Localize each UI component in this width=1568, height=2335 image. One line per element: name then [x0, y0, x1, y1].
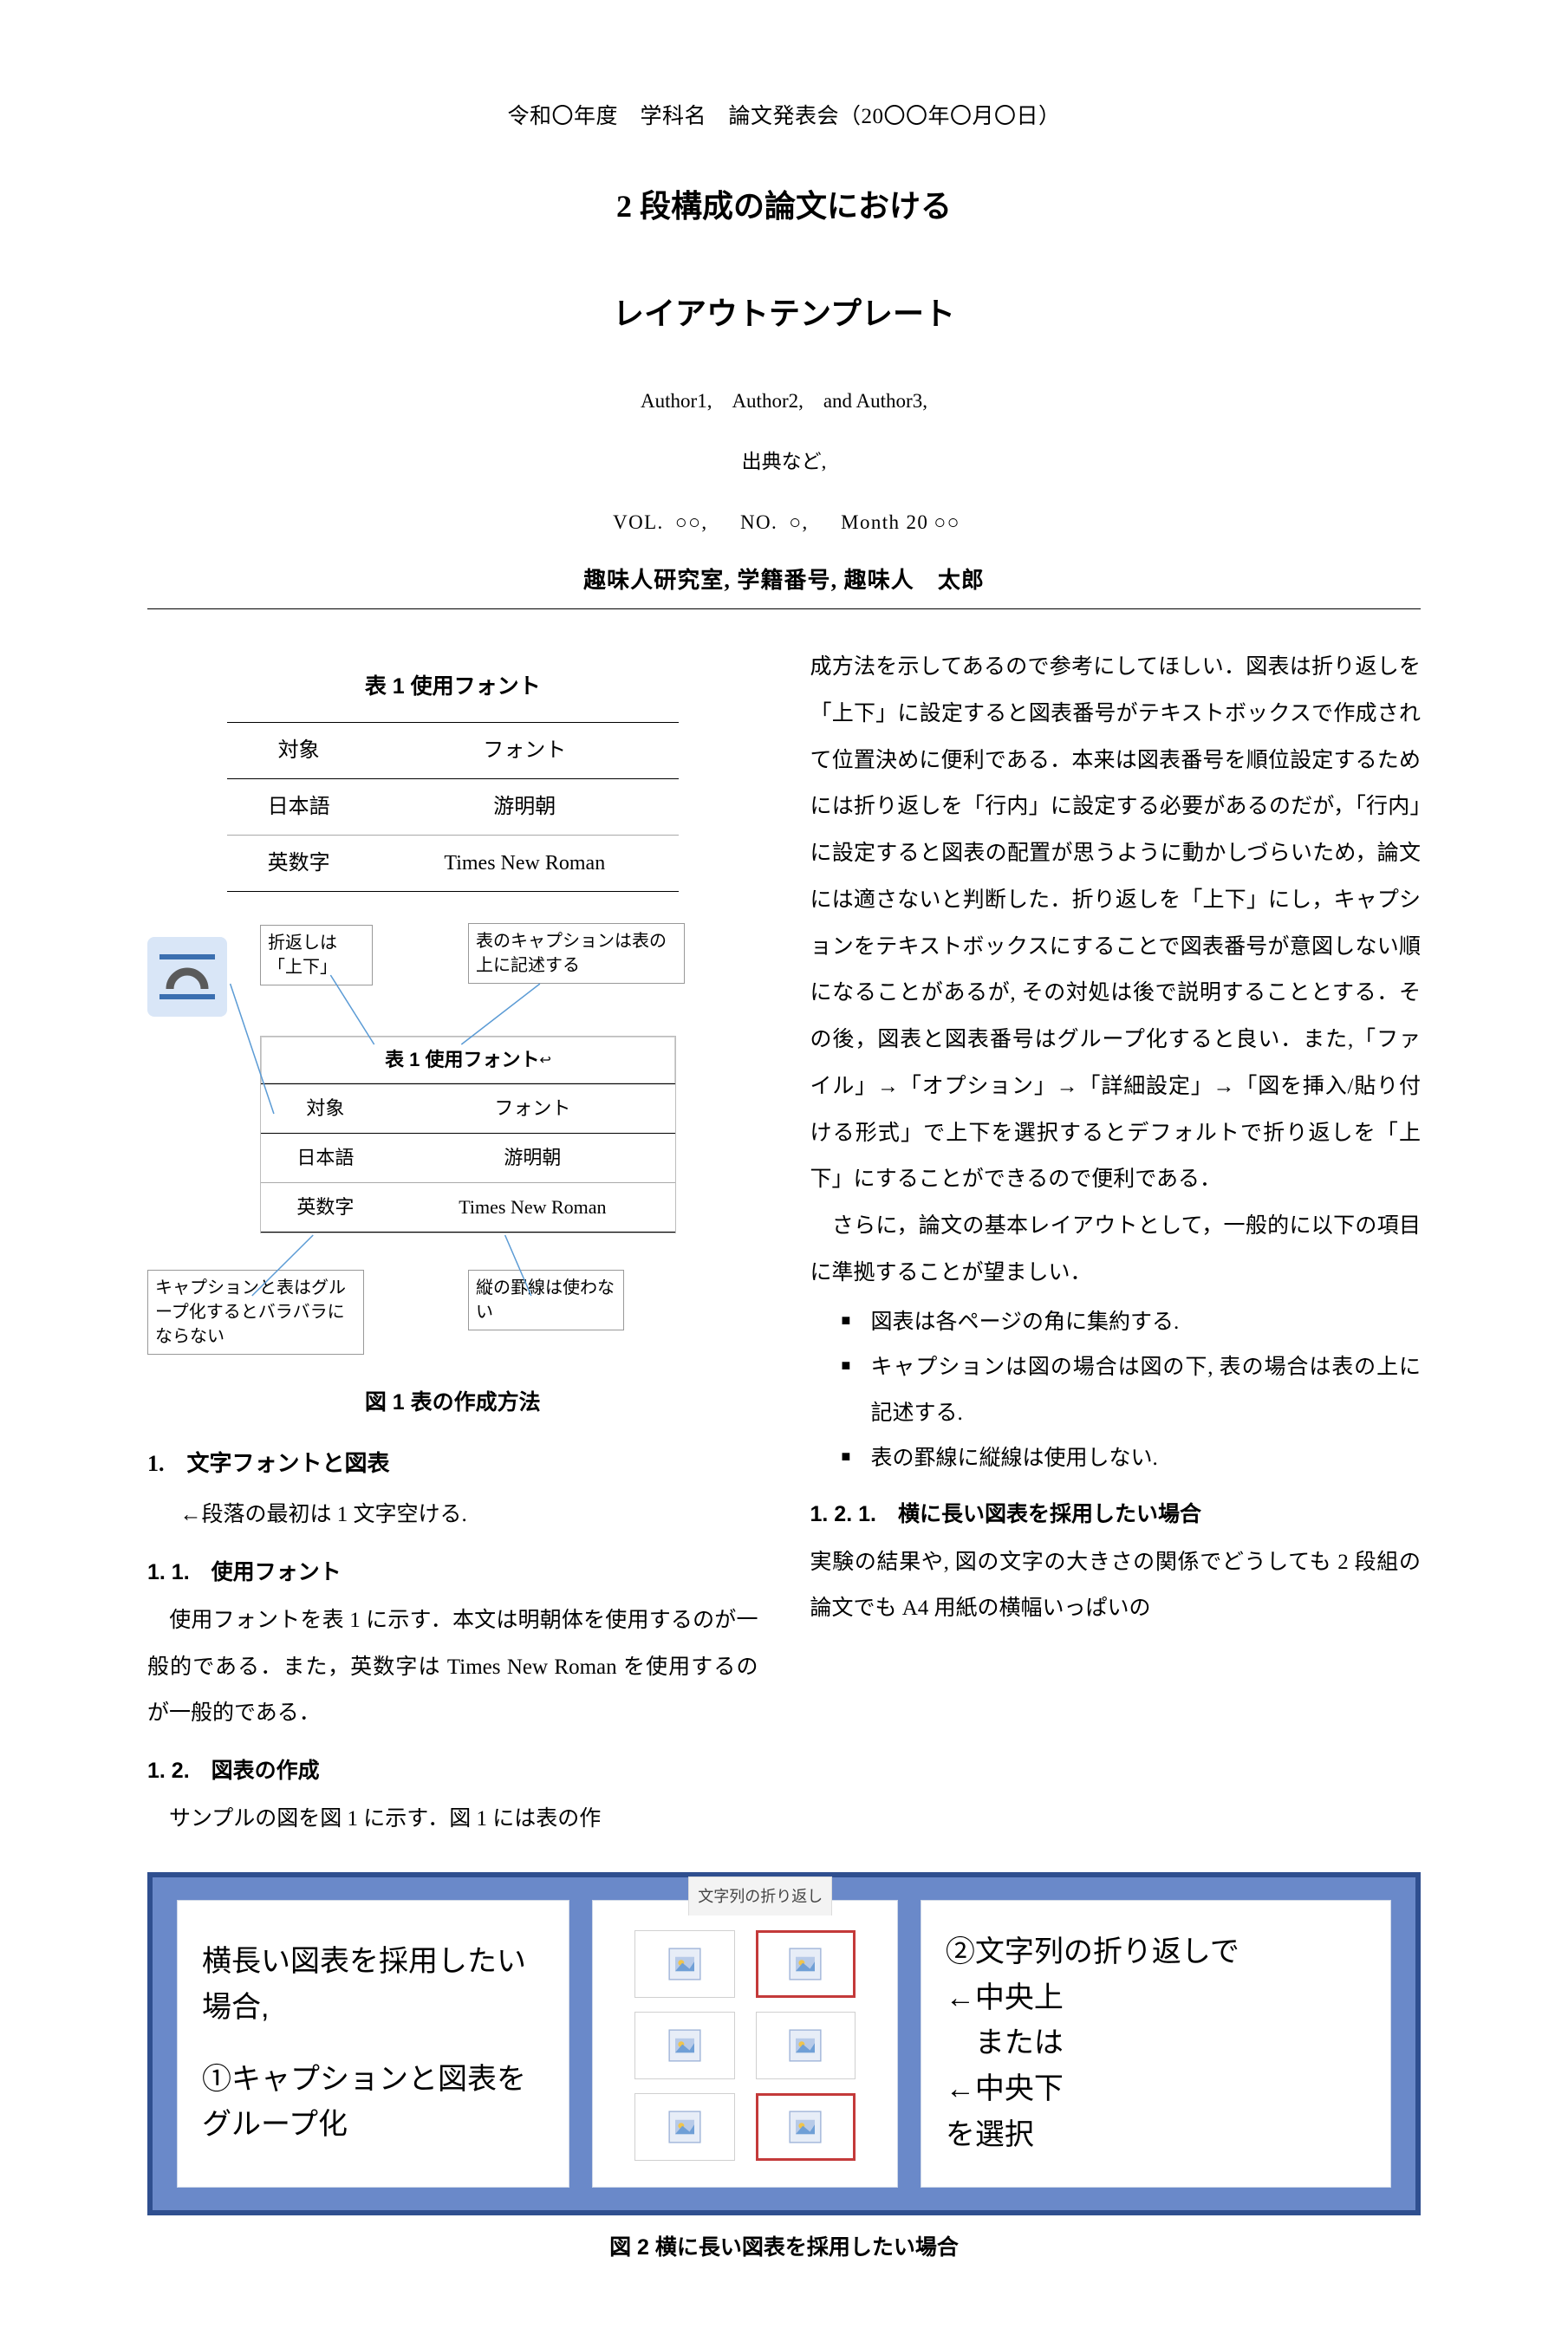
heading-1: 1. 文字フォントと図表	[147, 1441, 758, 1486]
embedded-table-box: 表 1 使用フォント↩ 対象 フォント 日本語 游明朝	[260, 1036, 676, 1233]
callout-captionpos: 表のキャプションは表の上に記述する	[468, 923, 685, 984]
bullet-list: 図表は各ページの角に集約する. キャプションは図の場合は図の下, 表の場合は表の…	[810, 1300, 1422, 1482]
figure-2-left-card: 横長い図表を採用したい場合, ①キャプションと図表をグループ化	[177, 1900, 569, 2188]
two-column-body: 表 1 使用フォント 対象 フォント 日本語 游明朝 英数字 Times Ne	[147, 644, 1421, 1843]
affiliation-line: 趣味人研究室, 学籍番号, 趣味人 太郎	[147, 558, 1421, 609]
wrap-icon	[147, 937, 227, 1017]
font-table: 対象 フォント 日本語 游明朝 英数字 Times New Roman	[227, 722, 679, 892]
wrap-popup-label: 文字列の折り返し	[688, 1876, 832, 1915]
font-table-cell: 日本語	[261, 1134, 390, 1183]
month-label: Month 20	[841, 511, 928, 533]
source-line: 出典など,	[147, 442, 1421, 482]
font-table-cell: 日本語	[227, 779, 371, 836]
callout-group: キャプションと表はグループ化するとバラバラにならない	[147, 1270, 364, 1355]
font-table-col-font: フォント	[390, 1084, 675, 1134]
wrap-icon-arc	[166, 963, 209, 991]
table-row: 日本語 游明朝	[227, 779, 679, 836]
subtitle: レイアウトテンプレート	[147, 283, 1421, 345]
figure-2: 横長い図表を採用したい場合, ①キャプションと図表をグループ化 文字列の折り返し	[147, 1872, 1421, 2269]
figure-2-left-line2: ①キャプションと図表をグループ化	[202, 2057, 544, 2148]
paragraph: 使用フォントを表 1 に示す．本文は明朝体を使用するのが一般的である．また，英数…	[147, 1597, 758, 1737]
table-row: 対象 フォント	[227, 723, 679, 779]
title: 2 段構成の論文における	[147, 175, 1421, 237]
embedded-table-caption-text: 表 1 使用フォント	[385, 1049, 539, 1070]
figure-1-caption: 図 1 表の作成方法	[147, 1381, 758, 1424]
wrap-option-5[interactable]	[634, 2093, 734, 2161]
wrap-option-6[interactable]	[756, 2093, 856, 2161]
figure-2-right-line3: または	[946, 2020, 1366, 2066]
wrap-option-2[interactable]	[756, 1930, 856, 1998]
table-row: 英数字 Times New Roman	[261, 1183, 675, 1233]
figure-2-caption: 図 2 横に長い図表を採用したい場合	[147, 2226, 1421, 2269]
font-table-col-target: 対象	[227, 723, 371, 779]
heading-1-2-1: 1. 2. 1. 横に長い図表を採用したい場合	[810, 1493, 1422, 1536]
wrap-icon-bar	[159, 954, 215, 959]
callout-wrap: 折返しは「上下」	[260, 925, 373, 985]
wrap-option-4[interactable]	[756, 2012, 856, 2079]
list-item: 図表は各ページの角に集約する.	[842, 1300, 1422, 1346]
figure-2-mid-card: 文字列の折り返し	[592, 1900, 898, 2188]
list-item: キャプションは図の場合は図の下, 表の場合は表の上に記述する.	[842, 1345, 1422, 1436]
no-value: ○	[789, 511, 802, 533]
wrap-icon-bar	[159, 994, 215, 999]
figure-2-right-line4: ←中央下	[946, 2066, 1366, 2112]
vol-no-line: VOL. ○○, NO. ○, Month 20○○	[147, 503, 1421, 543]
no-label: NO.	[740, 511, 784, 533]
paragraph: ←段落の最初は 1 文字空ける.	[147, 1492, 758, 1538]
figure-2-panel: 横長い図表を採用したい場合, ①キャプションと図表をグループ化 文字列の折り返し	[147, 1872, 1421, 2215]
font-table-cell: Times New Roman	[390, 1183, 675, 1233]
font-table-embedded: 対象 フォント 日本語 游明朝 英数字 Times New Roma	[261, 1083, 675, 1233]
font-table-cell: 游明朝	[390, 1134, 675, 1183]
font-table-col-target: 対象	[261, 1084, 390, 1134]
font-table-cell: 英数字	[227, 836, 371, 892]
figure-2-right-line2: ←中央上	[946, 1975, 1366, 2021]
paragraph: サンプルの図を図 1 に示す．図 1 には表の作	[147, 1796, 758, 1843]
figure-1: 折返しは「上下」 表のキャプションは表の上に記述する キャプションと表はグループ…	[147, 923, 758, 1374]
year-suffix: ○○	[934, 511, 960, 533]
vol-value: ○○	[675, 511, 702, 533]
font-table-col-font: フォント	[371, 723, 679, 779]
paragraph: さらに，論文の基本レイアウトとして，一般的に以下の項目に準拠することが望ましい．	[810, 1203, 1422, 1297]
right-column: 成方法を示してあるので参考にしてほしい．図表は折り返しを「上下」に設定すると図表…	[810, 644, 1422, 1843]
paragraph: 実験の結果や, 図の文字の大きさの関係でどうしても 2 段組の論文でも A4 用…	[810, 1539, 1422, 1633]
table-row: 対象 フォント	[261, 1084, 675, 1134]
list-item: 表の罫線に縦線は使用しない.	[842, 1436, 1422, 1482]
table1-caption: 表 1 使用フォント	[147, 665, 758, 708]
left-column: 表 1 使用フォント 対象 フォント 日本語 游明朝 英数字 Times Ne	[147, 644, 758, 1843]
page: 令和〇年度 学科名 論文発表会（20〇〇年〇月〇日） 2 段構成の論文における …	[0, 0, 1568, 2335]
wrap-option-3[interactable]	[634, 2012, 734, 2079]
font-table-cell: 英数字	[261, 1183, 390, 1233]
heading-1-2: 1. 2. 図表の作成	[147, 1749, 758, 1792]
callout-no-vertical: 縦の罫線は使わない	[468, 1270, 624, 1330]
vol-label: VOL.	[613, 511, 670, 533]
event-header: 令和〇年度 学科名 論文発表会（20〇〇年〇月〇日）	[147, 95, 1421, 139]
wrap-options-grid	[617, 1920, 873, 2168]
heading-1-1: 1. 1. 使用フォント	[147, 1551, 758, 1594]
paragraph: 成方法を示してあるので参考にしてほしい．図表は折り返しを「上下」に設定すると図表…	[810, 644, 1422, 1203]
authors-line: Author1, Author2, and Author3,	[147, 381, 1421, 421]
wrap-option-1[interactable]	[634, 1930, 734, 1998]
figure-2-left-line1: 横長い図表を採用したい場合,	[202, 1939, 544, 2030]
figure-2-right-card: ②文字列の折り返しで ←中央上 または ←中央下 を選択	[921, 1900, 1391, 2188]
table-row: 英数字 Times New Roman	[227, 836, 679, 892]
figure-2-right-line1: ②文字列の折り返しで	[946, 1929, 1366, 1975]
font-table-cell: 游明朝	[371, 779, 679, 836]
font-table-cell: Times New Roman	[371, 836, 679, 892]
table-row: 日本語 游明朝	[261, 1134, 675, 1183]
embedded-table-caption: 表 1 使用フォント↩	[261, 1037, 675, 1083]
figure-2-right-line5: を選択	[946, 2112, 1366, 2158]
